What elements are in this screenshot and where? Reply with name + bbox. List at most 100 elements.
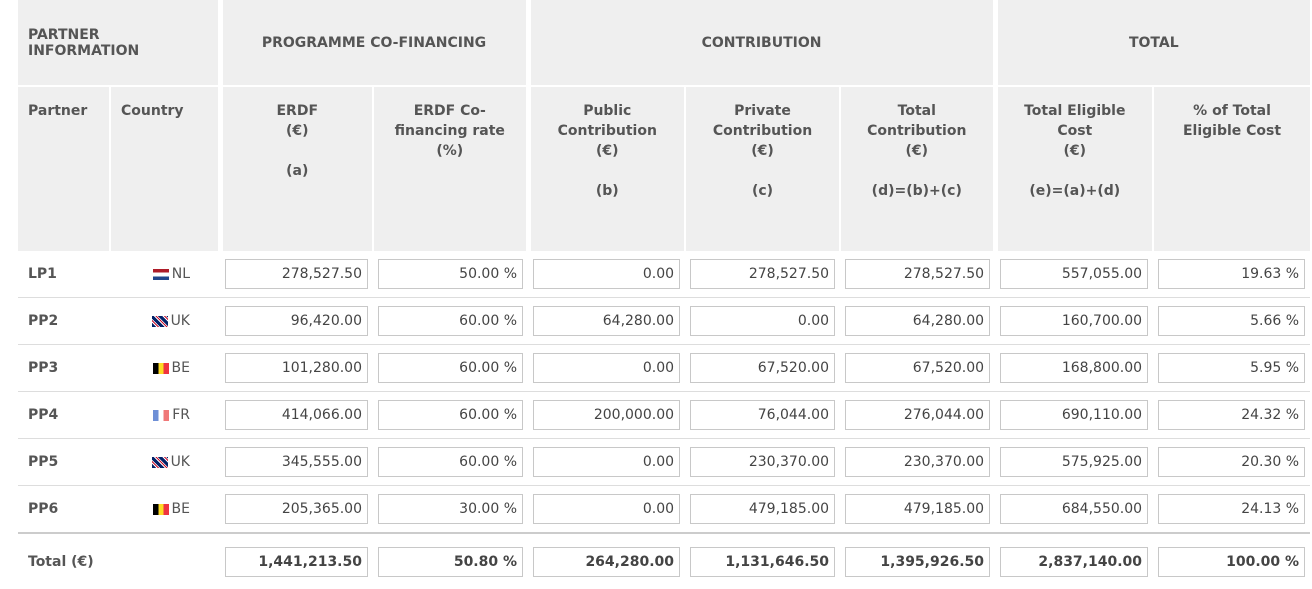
partner-row: PP2 UK 96,420.00 60.00 % 64,280.00 0.00 64,280… [18, 297, 1311, 345]
column-ref: (b) [595, 183, 619, 199]
total-value: 1,395,926.50 [845, 546, 991, 577]
value-input: 0.00 [533, 259, 681, 289]
flag [153, 409, 170, 421]
value-input: 0.00 [533, 494, 681, 524]
partner-row: PP3 BE 101,280.00 60.00 % 0.00 67,520.00 67,52… [18, 344, 1311, 392]
column-unit: (€) [1063, 143, 1087, 159]
value-input: 96,420.00 [225, 306, 368, 336]
column-name: ERDF [276, 103, 319, 119]
column-name: Public Contribution [557, 103, 657, 139]
value-input: 101,280.00 [225, 353, 368, 383]
country-cell: BE [110, 485, 220, 534]
column-ref: (c) [751, 183, 774, 199]
value-input: 479,185.00 [690, 494, 836, 524]
value-cell: 276,044.00 [840, 391, 996, 439]
partner-row: PP5 UK 345,555.00 60.00 % 0.00 230,370.00 230,… [18, 438, 1311, 486]
value-input: 24.13 % [1158, 494, 1306, 524]
partner-row: LP1 NL 278,527.50 50.00 % 0.00 278,527.50 278,… [18, 251, 1311, 298]
value-cell: 0.00 [528, 438, 686, 486]
value-cell: 30.00 % [373, 485, 529, 534]
value-input: 5.66 % [1158, 306, 1306, 336]
value-input: 205,365.00 [225, 494, 368, 524]
value-input: 276,044.00 [845, 400, 991, 430]
value-cell: 168,800.00 [995, 344, 1154, 392]
value-cell: 200,000.00 [528, 391, 686, 439]
value-input: 76,044.00 [690, 400, 836, 430]
partner: LP1 [18, 251, 110, 298]
value-input: 575,925.00 [1000, 447, 1149, 477]
column-header: Public Contribution (€) (b) [525, 85, 686, 251]
value-input: 67,520.00 [845, 353, 991, 383]
value-cell: 230,370.00 [840, 438, 996, 486]
value-cell: 230,370.00 [685, 438, 841, 486]
country: NL [171, 266, 190, 282]
value-cell: 684,550.00 [995, 485, 1154, 534]
column-name: Private Contribution [712, 103, 813, 139]
column-ref: (e)=(a)+(d) [1029, 183, 1121, 199]
column-unit: (€) [285, 123, 309, 139]
country: UK [170, 313, 190, 329]
budget-table: PARTNER INFORMATION PROGRAMME CO-FINANCI… [18, 0, 1311, 589]
value-input: 0.00 [690, 306, 836, 336]
partner: PP3 [18, 344, 110, 392]
value-input: 64,280.00 [533, 306, 681, 336]
value-cell: 479,185.00 [685, 485, 841, 534]
country: BE [171, 360, 190, 376]
value-cell: 24.13 % [1153, 485, 1311, 534]
column-header: % of Total Eligible Cost [1152, 85, 1311, 251]
value-input: 50.00 % [378, 259, 524, 289]
value-input: 160,700.00 [1000, 306, 1149, 336]
value-input: 0.00 [533, 447, 681, 477]
value-input: 414,066.00 [225, 400, 368, 430]
total-value: 1,441,213.50 [225, 546, 368, 577]
country-cell: UK [110, 438, 220, 486]
value-cell: 1,441,213.50 [220, 532, 373, 589]
column-header: Total Contribution (€) (d)=(b)+(c) [839, 85, 996, 251]
value-cell: 19.63 % [1153, 251, 1311, 298]
partner: PP5 [18, 438, 110, 486]
value-cell: 67,520.00 [840, 344, 996, 392]
value-cell: 5.95 % [1153, 344, 1311, 392]
column-header: Total Eligible Cost (€) (e)=(a)+(d) [992, 85, 1154, 251]
column-unit: (%) [436, 143, 464, 159]
total-value: 100.00 % [1158, 546, 1306, 577]
partner: PP6 [18, 485, 110, 534]
partner: PP2 [18, 297, 110, 345]
flag [151, 456, 168, 468]
value-cell: 160,700.00 [995, 297, 1154, 345]
value-input: 5.95 % [1158, 353, 1306, 383]
country: BE [171, 501, 190, 517]
value-cell: 101,280.00 [220, 344, 373, 392]
value-cell: 50.00 % [373, 251, 529, 298]
country-cell: UK [110, 297, 220, 345]
country-cell: NL [110, 251, 220, 298]
column-name: ERDF Co-financing rate [394, 103, 505, 139]
value-cell: 76,044.00 [685, 391, 841, 439]
value-cell: 1,395,926.50 [840, 532, 996, 589]
value-input: 0.00 [533, 353, 681, 383]
value-input: 60.00 % [378, 400, 524, 430]
value-input: 684,550.00 [1000, 494, 1149, 524]
column-ref: (d)=(b)+(c) [871, 183, 962, 199]
column-header: Partner [18, 85, 110, 251]
column-unit: (€) [595, 143, 619, 159]
value-input: 60.00 % [378, 447, 524, 477]
column-name: Total Contribution [867, 103, 967, 139]
value-cell: 0.00 [528, 251, 686, 298]
value-input: 278,527.50 [690, 259, 836, 289]
value-input: 278,527.50 [225, 259, 368, 289]
column-name: % of Total Eligible Cost [1182, 103, 1282, 139]
value-input: 200,000.00 [533, 400, 681, 430]
column-ref: (a) [286, 163, 309, 179]
value-input: 168,800.00 [1000, 353, 1149, 383]
country-cell: FR [110, 391, 220, 439]
flag [152, 362, 169, 374]
column-header: Country [109, 85, 220, 251]
group-header: PARTNER INFORMATION [18, 0, 220, 86]
value-cell: 96,420.00 [220, 297, 373, 345]
column-name: Partner [28, 103, 88, 119]
value-cell: 60.00 % [373, 391, 529, 439]
partner-row: PP6 BE 205,365.00 30.00 % 0.00 479,185.00 479,… [18, 485, 1311, 534]
value-cell: 0.00 [528, 344, 686, 392]
value-cell: 205,365.00 [220, 485, 373, 534]
